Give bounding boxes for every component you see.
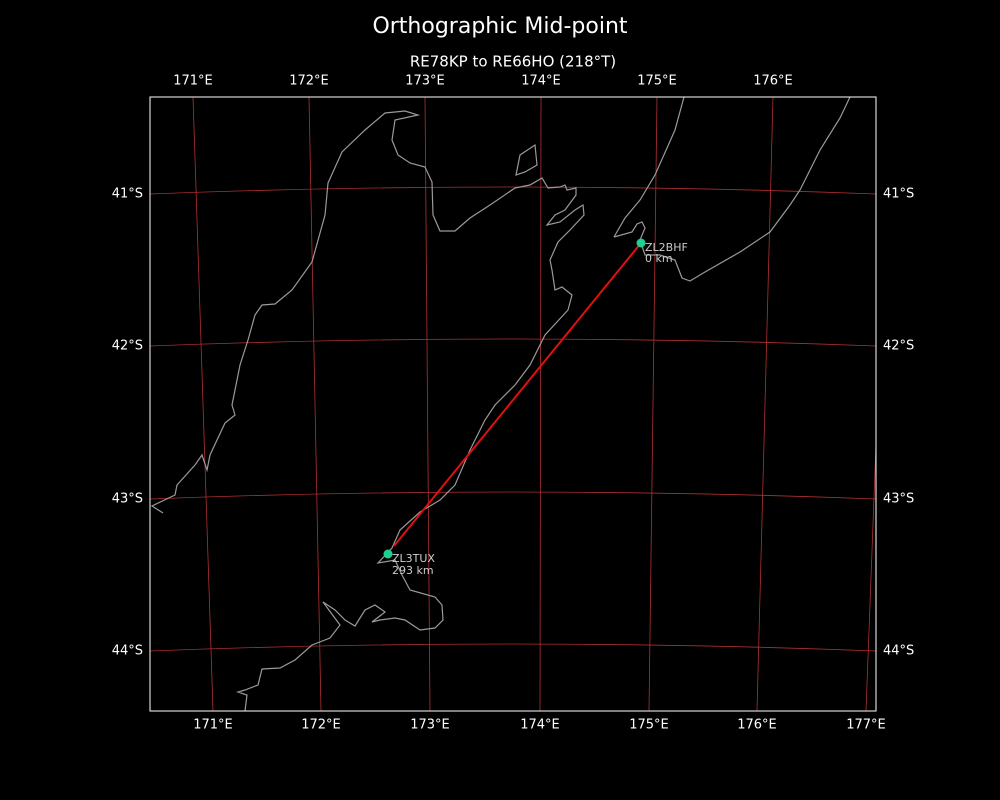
title: Orthographic Mid-point — [372, 14, 627, 39]
bottom-tick-label: 177°E — [846, 718, 886, 733]
north-island-coast — [613, 97, 685, 238]
bottom-tick-label: 174°E — [520, 718, 560, 733]
station-call: ZL3TUX — [392, 552, 435, 565]
map-frame — [149, 96, 877, 712]
bottom-tick-label: 175°E — [629, 718, 669, 733]
meridian — [756, 97, 774, 711]
subtitle: RE78KP to RE66HO (218°T) — [410, 53, 616, 71]
north-island-coast — [613, 97, 851, 282]
graticule — [150, 97, 876, 711]
bottom-tick-label: 173°E — [410, 718, 450, 733]
parallel — [150, 338, 876, 347]
meridian — [539, 97, 542, 711]
coastline — [150, 97, 851, 711]
meridian — [648, 97, 658, 711]
map-content — [150, 97, 876, 711]
top-tick-label: 174°E — [521, 74, 561, 89]
meridian — [865, 433, 876, 711]
top-tick-label: 171°E — [173, 74, 213, 89]
top-tick-label: 175°E — [637, 74, 677, 89]
right-tick-label: 44°S — [883, 644, 914, 659]
bottom-tick-label: 171°E — [193, 718, 233, 733]
station-distance: 293 km — [392, 564, 434, 577]
top-tick-label: 173°E — [405, 74, 445, 89]
left-tick-label: 43°S — [112, 492, 143, 507]
top-tick-label: 176°E — [753, 74, 793, 89]
station-distance: 0 km — [645, 252, 673, 265]
left-tick-label: 44°S — [112, 644, 143, 659]
bottom-tick-label: 172°E — [301, 718, 341, 733]
tick-labels: 171°E 172°E 173°E 174°E 175°E 176°E 171°E 172°E… — [112, 74, 915, 733]
left-tick-label: 42°S — [112, 339, 143, 354]
bottom-tick-label: 176°E — [737, 718, 777, 733]
great-circle-path — [393, 242, 642, 547]
parallel — [150, 643, 876, 652]
parallel — [150, 186, 876, 195]
left-tick-label: 41°S — [112, 187, 143, 202]
parallel — [150, 491, 876, 500]
map-border — [149, 96, 877, 712]
station-marker — [383, 549, 393, 559]
station-marker — [636, 238, 646, 248]
island-coast — [515, 143, 538, 176]
south-island-coast — [150, 110, 585, 711]
top-tick-label: 172°E — [289, 74, 329, 89]
right-tick-label: 43°S — [883, 492, 914, 507]
meridian — [424, 97, 431, 711]
meridian — [308, 97, 322, 711]
station-call: ZL2BHF — [645, 241, 688, 254]
right-tick-label: 41°S — [883, 187, 914, 202]
right-tick-label: 42°S — [883, 339, 914, 354]
meridian — [192, 97, 214, 711]
